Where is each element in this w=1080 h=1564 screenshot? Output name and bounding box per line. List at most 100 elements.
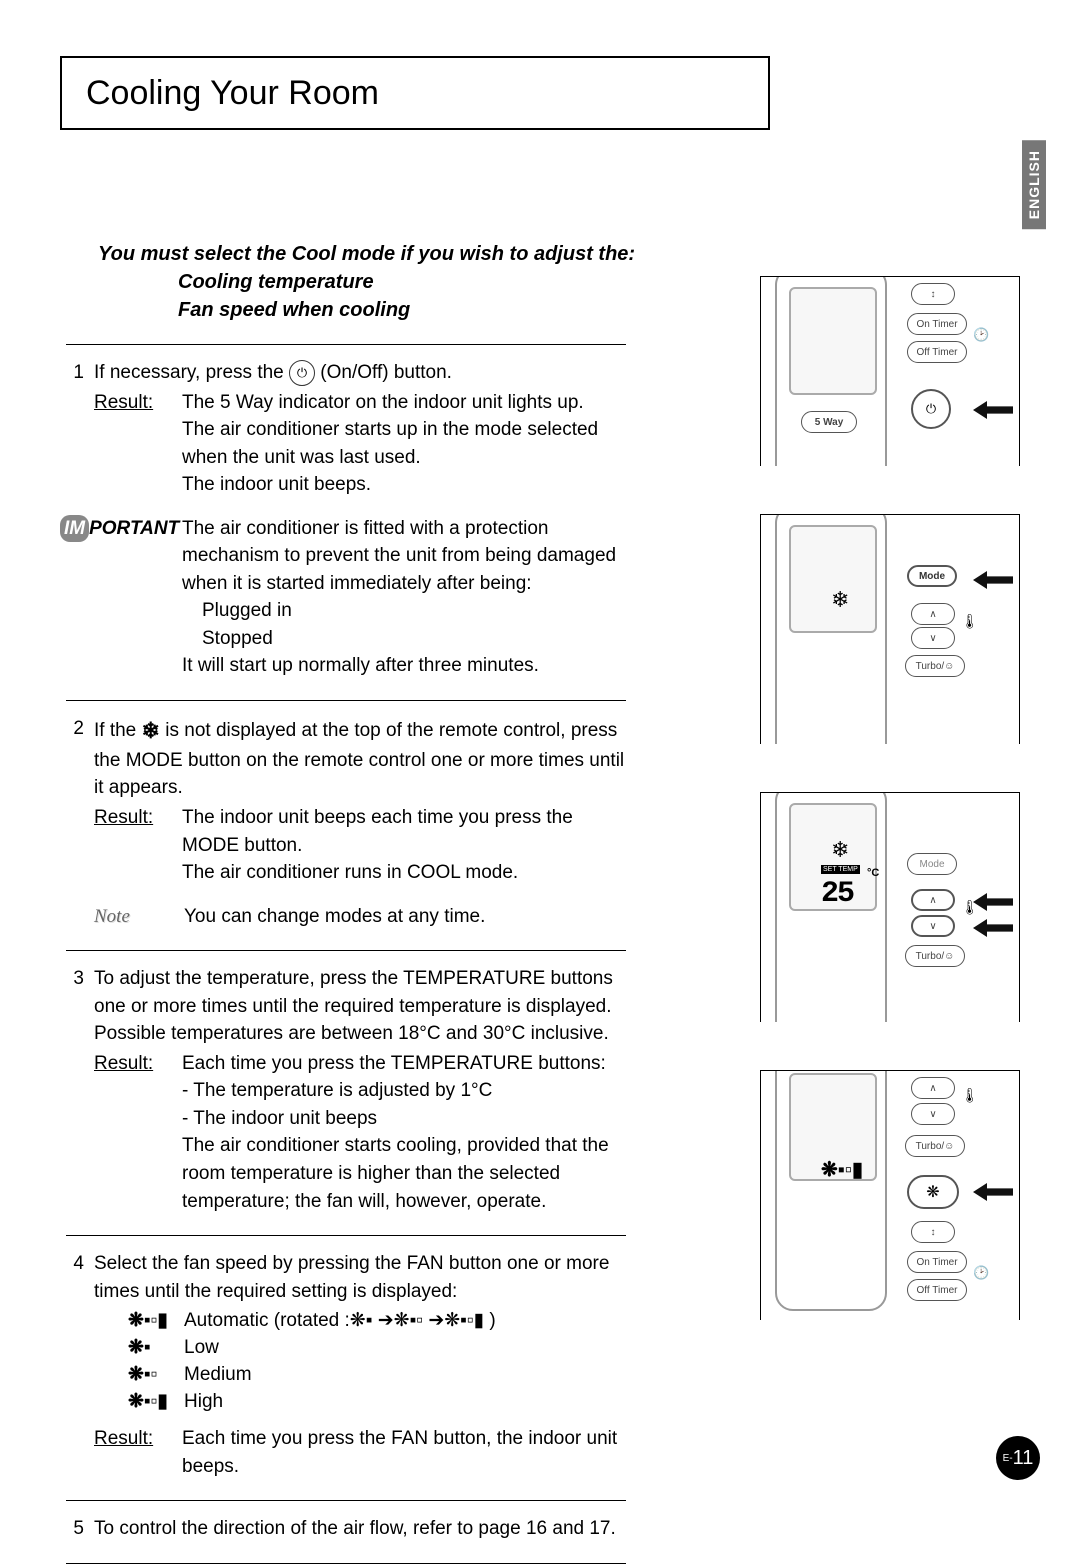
remote-body: ❋▪▫▮ bbox=[775, 1070, 887, 1311]
divider bbox=[66, 700, 626, 701]
temp-down-button: ∨ bbox=[911, 627, 955, 649]
turbo-button: Turbo/☺ bbox=[905, 945, 965, 967]
mode-button: Mode bbox=[907, 565, 957, 587]
temp-up-button: ∧ bbox=[911, 1077, 955, 1099]
s2-text-b: is not displayed at the top of the remot… bbox=[94, 720, 624, 798]
remote-panel-1: ↕ On Timer Off Timer 🕑 5 Way ⏻ bbox=[760, 276, 1020, 466]
fan-low: Low bbox=[184, 1337, 219, 1359]
thermo-icon: 🌡 bbox=[961, 1087, 979, 1104]
result-label: Result: bbox=[94, 1425, 182, 1480]
s1-result3: The indoor unit beeps. bbox=[182, 471, 630, 499]
swing-button: ↕ bbox=[911, 283, 955, 305]
remote-body: ❄ SET TEMP °C 25 bbox=[775, 792, 887, 1022]
s3-tail: The air conditioner starts cooling, prov… bbox=[182, 1132, 630, 1215]
remote-panel-3: ❄ SET TEMP °C 25 Mode ∧ ∨ 🌡 Turbo/☺ bbox=[760, 792, 1020, 1022]
s4-text: Select the fan speed by pressing the FAN… bbox=[94, 1250, 630, 1305]
result-label: Result: bbox=[94, 389, 182, 499]
step-3: 3 To adjust the temperature, press the T… bbox=[60, 965, 630, 1215]
thermo-icon: 🌡 bbox=[961, 613, 979, 630]
five-way-button: 5 Way bbox=[801, 411, 857, 433]
remote-screen: ❄ SET TEMP °C 25 bbox=[789, 803, 877, 911]
s1-result2: The air conditioner starts up in the mod… bbox=[182, 416, 630, 471]
s3-text: To adjust the temperature, press the TEM… bbox=[94, 965, 630, 1020]
turbo-button: Turbo/☺ bbox=[905, 1135, 965, 1157]
step-1: 1 If necessary, press the ⏻ (On/Off) but… bbox=[60, 359, 630, 499]
s3-b1: - The temperature is adjusted by 1°C bbox=[182, 1077, 630, 1105]
snowflake-icon: ❄ bbox=[142, 718, 160, 743]
important-text2: It will start up normally after three mi… bbox=[182, 652, 630, 680]
arrow-indicator bbox=[973, 571, 1013, 589]
important-text1: The air conditioner is fitted with a pro… bbox=[182, 515, 630, 598]
swing-button: ↕ bbox=[911, 1221, 955, 1243]
arrow-indicator bbox=[973, 893, 1013, 911]
note-label: Note bbox=[94, 903, 184, 931]
important-row: IMPORTANT The air conditioner is fitted … bbox=[60, 515, 630, 680]
deg-label: °C bbox=[867, 867, 879, 879]
s3-result-intro: Each time you press the TEMPERATURE butt… bbox=[182, 1050, 630, 1078]
power-button: ⏻ bbox=[911, 389, 951, 429]
steps-content: 1 If necessary, press the ⏻ (On/Off) but… bbox=[60, 344, 630, 1564]
remote-body: ❄ bbox=[775, 514, 887, 744]
off-timer-button: Off Timer bbox=[907, 1279, 967, 1301]
temp-down-button: ∨ bbox=[911, 915, 955, 937]
mode-button: Mode bbox=[907, 853, 957, 875]
remote-screen bbox=[789, 287, 877, 395]
important-portant: PORTANT bbox=[89, 515, 179, 543]
step-2: 2 If the ❄ is not displayed at the top o… bbox=[60, 715, 630, 930]
step-4: 4 Select the fan speed by pressing the F… bbox=[60, 1250, 630, 1305]
fan-low-row: ❋▪ Low bbox=[128, 1336, 630, 1359]
temp-up-button: ∧ bbox=[911, 889, 955, 911]
step-num: 5 bbox=[60, 1515, 94, 1543]
note-text: You can change modes at any time. bbox=[184, 903, 485, 931]
remote-panel-4: ❋▪▫▮ ∧ ∨ 🌡 Turbo/☺ ❋ ↕ On Timer Off Time… bbox=[760, 1070, 1020, 1320]
intro-line1: You must select the Cool mode if you wis… bbox=[98, 240, 1020, 268]
important-badge: IMPORTANT bbox=[60, 515, 172, 680]
step1-text-b: (On/Off) button. bbox=[320, 362, 452, 383]
fan-low-icon: ❋▪ bbox=[128, 1336, 184, 1359]
power-icon: ⏻ bbox=[289, 360, 315, 386]
s2-result2: The air conditioner runs in COOL mode. bbox=[182, 859, 630, 887]
clock-icon: 🕑 bbox=[973, 1265, 989, 1281]
arrow-indicator bbox=[973, 919, 1013, 937]
step-num: 4 bbox=[60, 1250, 94, 1305]
s4-result: Each time you press the FAN button, the … bbox=[182, 1425, 630, 1480]
fan-auto-seq: ❋▪ ➔❋▪▫ ➔❋▪▫▮ ) bbox=[350, 1310, 496, 1331]
divider bbox=[66, 1235, 626, 1236]
remote-panel-2: ❄ Mode ∧ ∨ 🌡 Turbo/☺ bbox=[760, 514, 1020, 744]
fan-high: High bbox=[184, 1391, 223, 1413]
remote-screen: ❋▪▫▮ bbox=[789, 1073, 877, 1181]
remote-screen: ❄ bbox=[789, 525, 877, 633]
temp-down-button: ∨ bbox=[911, 1103, 955, 1125]
result-label: Result: bbox=[94, 1050, 182, 1215]
clock-icon: 🕑 bbox=[973, 327, 989, 343]
s4-result-row: Result: Each time you press the FAN butt… bbox=[60, 1423, 630, 1480]
divider bbox=[66, 1500, 626, 1501]
fan-auto-row: ❋▪▫▮ Automatic (rotated :❋▪ ➔❋▪▫ ➔❋▪▫▮ ) bbox=[128, 1309, 630, 1332]
important-im: IM bbox=[60, 515, 89, 543]
off-timer-button: Off Timer bbox=[907, 341, 967, 363]
snow-display-icon: ❄ bbox=[831, 587, 849, 613]
page-title: Cooling Your Room bbox=[60, 56, 770, 130]
fan-auto-icon: ❋▪▫▮ bbox=[128, 1309, 184, 1332]
divider bbox=[66, 344, 626, 345]
temp-up-button: ∧ bbox=[911, 603, 955, 625]
s1-result1: The 5 Way indicator on the indoor unit l… bbox=[182, 389, 630, 417]
on-timer-button: On Timer bbox=[907, 1251, 967, 1273]
remote-body bbox=[775, 276, 887, 466]
page-prefix: E- bbox=[1003, 1453, 1013, 1464]
step1-text-a: If necessary, press the bbox=[94, 362, 289, 383]
set-temp-label: SET TEMP bbox=[821, 865, 860, 874]
fan-auto: Automatic (rotated : bbox=[184, 1310, 350, 1331]
s3-b2: - The indoor unit beeps bbox=[182, 1105, 630, 1133]
arrow-indicator bbox=[973, 401, 1013, 419]
temp-value: 25 bbox=[821, 877, 853, 911]
fan-med-row: ❋▪▫ Medium bbox=[128, 1363, 630, 1386]
remote-panels: ↕ On Timer Off Timer 🕑 5 Way ⏻ ❄ Mode ∧ … bbox=[760, 276, 1020, 1320]
page-number: E-11 bbox=[996, 1436, 1040, 1480]
s3-text2: Possible temperatures are between 18°C a… bbox=[94, 1020, 630, 1048]
fan-high-icon: ❋▪▫▮ bbox=[128, 1390, 184, 1413]
snow-display-icon: ❄ bbox=[831, 837, 849, 863]
step-num: 1 bbox=[60, 359, 94, 499]
s2-result1: The indoor unit beeps each time you pres… bbox=[182, 804, 630, 859]
note-row: Note You can change modes at any time. bbox=[94, 903, 630, 931]
